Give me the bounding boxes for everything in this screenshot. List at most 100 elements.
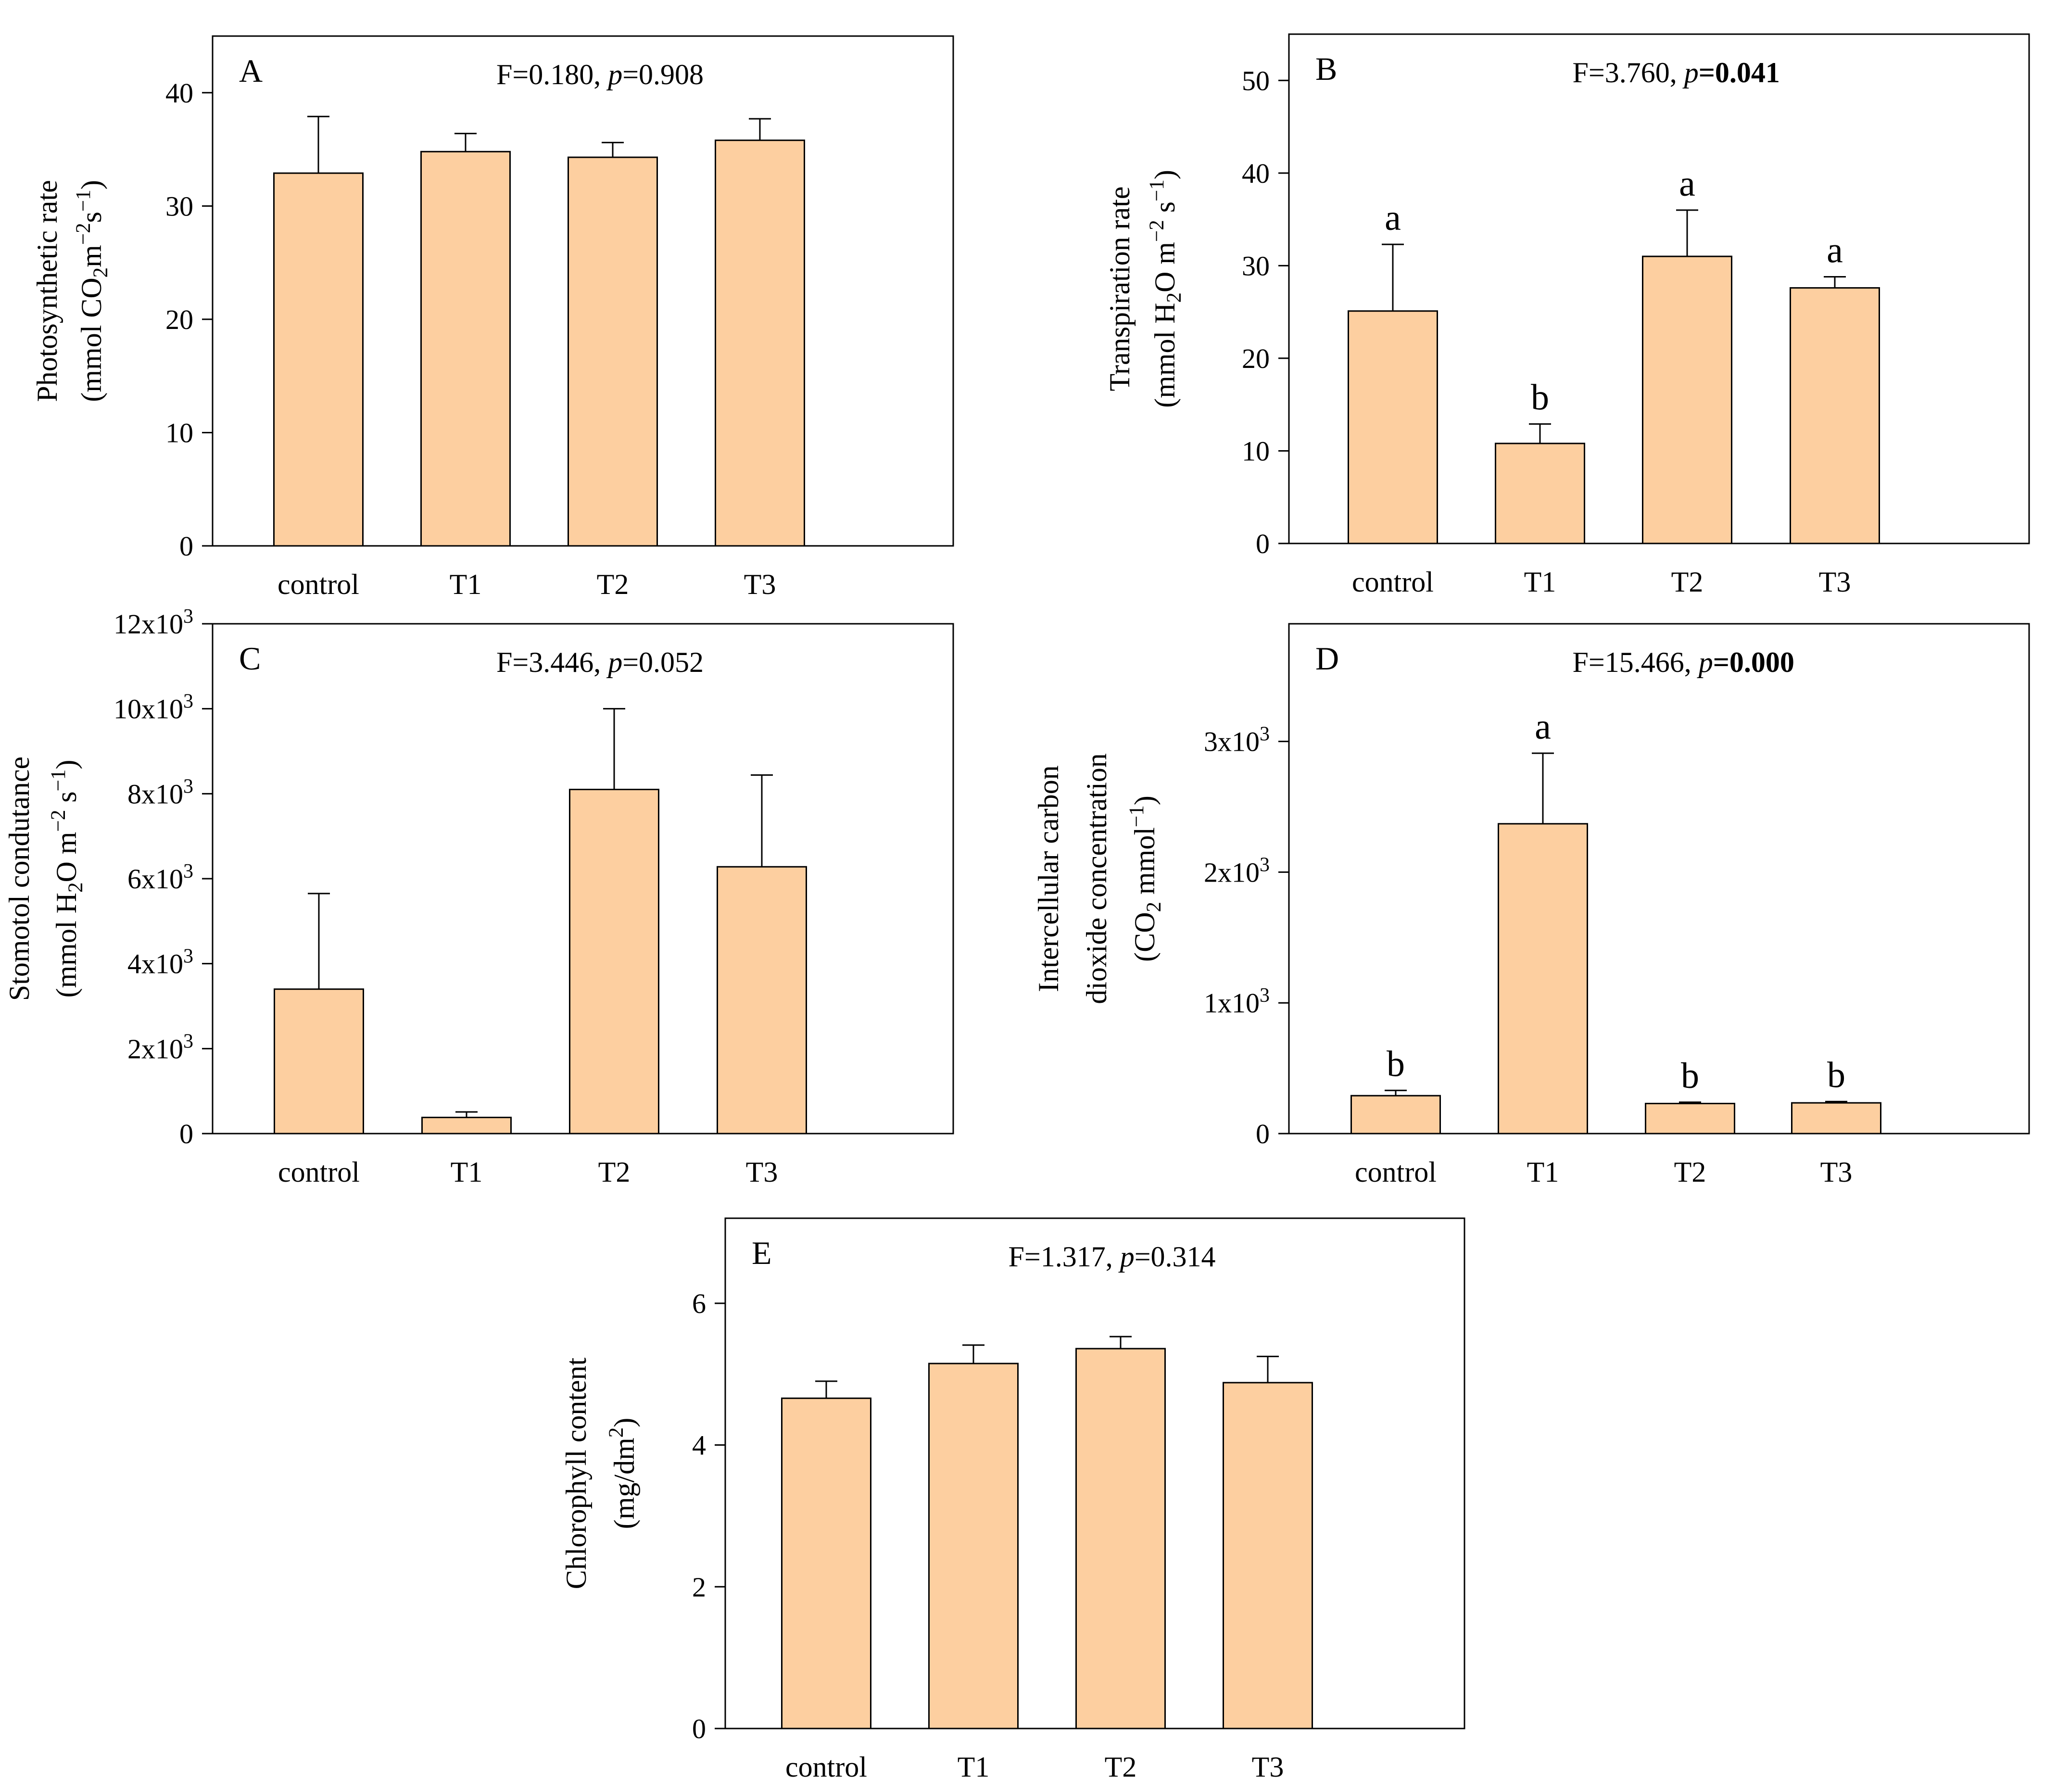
bar-control: [781, 1397, 871, 1729]
y-tick-label: 40: [165, 77, 193, 109]
bar-control: [1348, 310, 1438, 544]
panel-letter: D: [1315, 640, 1339, 677]
bar-t1: [928, 1363, 1019, 1729]
y-tick-label: 3x103​: [1204, 723, 1270, 757]
y-axis-label: (CO2​ mmol−1​): [1125, 795, 1165, 962]
y-tick-label: 10: [165, 417, 193, 448]
category-label: T2: [597, 568, 629, 600]
significance-letter: b: [1387, 1044, 1405, 1084]
y-tick-label: 30: [1242, 250, 1270, 281]
y-axis-label: (mmol CO2​m−2​s−1​): [72, 180, 112, 402]
panel-a: 0 10 20 30 40 control T1 T2 T3 A F=0.180, p=0.908 P…: [31, 35, 954, 600]
bar-control: [274, 988, 364, 1135]
y-tick-label: 0: [1256, 1118, 1270, 1149]
y-tick-label: 20: [165, 304, 193, 335]
y-tick-label: 6: [692, 1288, 706, 1319]
category-label: T2: [1674, 1156, 1706, 1188]
bar-t1: [1498, 823, 1588, 1135]
y-tick-label: 50: [1242, 65, 1270, 96]
panel-c: 0 2x103​ 4x103​ 6x103​ 8x103​ 10x103​ 12x103​ c…: [3, 606, 954, 1188]
category-label: T2: [1671, 566, 1704, 598]
significance-letter: b: [1681, 1056, 1699, 1096]
category-label: T3: [1820, 1156, 1853, 1188]
category-label: control: [785, 1751, 867, 1783]
y-axis-label: Stomotol condutance: [3, 757, 35, 1001]
category-label: control: [278, 1156, 360, 1188]
bar-t2: [1075, 1348, 1166, 1729]
y-tick-label: 30: [165, 190, 193, 222]
bar-t2: [1645, 1102, 1735, 1135]
bar-t2: [1642, 255, 1732, 544]
stat-annotation: F=0.180, p=0.908: [496, 59, 704, 90]
y-axis-label: Photosynthetic rate: [31, 180, 63, 402]
category-label: control: [1355, 1156, 1437, 1188]
y-tick-label: 2: [692, 1571, 706, 1603]
bar-t1: [421, 1116, 512, 1135]
category-label: control: [1352, 566, 1434, 598]
bar-t3: [1223, 1382, 1313, 1729]
y-tick-label: 6x103​: [127, 860, 193, 895]
panel-letter: E: [752, 1235, 772, 1271]
stat-annotation: F=3.446, p=0.052: [496, 646, 704, 678]
y-tick-label: 4: [692, 1430, 706, 1461]
significance-letter: a: [1827, 230, 1843, 270]
category-label: T1: [1527, 1156, 1559, 1188]
y-tick-label: 10: [1242, 435, 1270, 467]
bar-control: [273, 172, 364, 547]
y-tick-label: 40: [1242, 158, 1270, 189]
y-tick-label: 0: [179, 1118, 193, 1149]
y-axis-label: dioxide concentration: [1081, 753, 1112, 1004]
significance-letter: a: [1679, 164, 1695, 204]
stat-annotation: F=15.466, p=0.000: [1573, 646, 1794, 678]
bar-t3: [717, 866, 807, 1135]
y-tick-label: 0: [179, 530, 193, 562]
y-axis-label: (mmol H2​O m−2​ s−1​): [47, 760, 87, 998]
category-label: T1: [450, 568, 482, 600]
category-label: T2: [1105, 1751, 1137, 1783]
significance-letter: a: [1535, 707, 1551, 747]
bar-t1: [420, 151, 511, 547]
stat-annotation: F=1.317, p=0.314: [1009, 1241, 1216, 1273]
y-axis-label: Chlorophyll content: [560, 1357, 592, 1589]
y-tick-label: 1x103​: [1204, 984, 1270, 1019]
panel-b: 0 10 20 30 40 50 control a T1 b T2 a T3 a B F=3.760, p=…: [1104, 33, 2030, 598]
significance-letter: a: [1385, 198, 1401, 238]
panel-letter: C: [239, 640, 261, 677]
bar-t2: [569, 789, 659, 1135]
category-label: T3: [746, 1156, 778, 1188]
y-tick-label: 2x103​: [127, 1030, 193, 1064]
category-label: control: [278, 568, 359, 600]
category-label: T3: [744, 568, 776, 600]
bar-t3: [1790, 287, 1880, 544]
bar-t3: [715, 139, 805, 547]
category-label: T1: [1524, 566, 1556, 598]
y-tick-label: 20: [1242, 343, 1270, 374]
panel-d: 0 1x103​ 2x103​ 3x103​ control b T1 a T2 b T3 b D F=1…: [1033, 623, 2030, 1188]
category-label: T3: [1252, 1751, 1284, 1783]
category-label: T2: [598, 1156, 631, 1188]
panel-letter: A: [239, 52, 263, 89]
stat-annotation: F=3.760, p=0.041: [1573, 57, 1780, 88]
y-axis-label: Transpiration rate: [1104, 186, 1136, 391]
y-tick-label: 2x103​: [1204, 854, 1270, 888]
y-axis-label: (mmol H2​O m−2​ s−1​): [1146, 170, 1186, 408]
y-tick-label: 4x103​: [127, 946, 193, 980]
y-tick-label: 8x103​: [127, 775, 193, 809]
bar-t1: [1495, 442, 1585, 544]
y-tick-label: 10x103​: [114, 691, 193, 725]
bar-control: [1350, 1095, 1441, 1135]
y-tick-label: 0: [692, 1713, 706, 1744]
category-label: T1: [958, 1751, 990, 1783]
category-label: T1: [451, 1156, 483, 1188]
category-label: T3: [1819, 566, 1851, 598]
y-tick-label: 0: [1256, 528, 1270, 559]
significance-letter: b: [1531, 378, 1549, 418]
y-axis-label: (mg/dm2​): [605, 1418, 640, 1529]
panel-letter: B: [1315, 50, 1337, 87]
y-axis-label: Intercellular carbon: [1033, 765, 1064, 992]
panel-e: 0 2 4 6 control T1 T2 T3 E F=1.317, p=0.314 Chloro…: [560, 1217, 1465, 1783]
bar-t3: [1791, 1102, 1881, 1135]
significance-letter: b: [1827, 1055, 1845, 1095]
bar-t2: [568, 156, 658, 547]
